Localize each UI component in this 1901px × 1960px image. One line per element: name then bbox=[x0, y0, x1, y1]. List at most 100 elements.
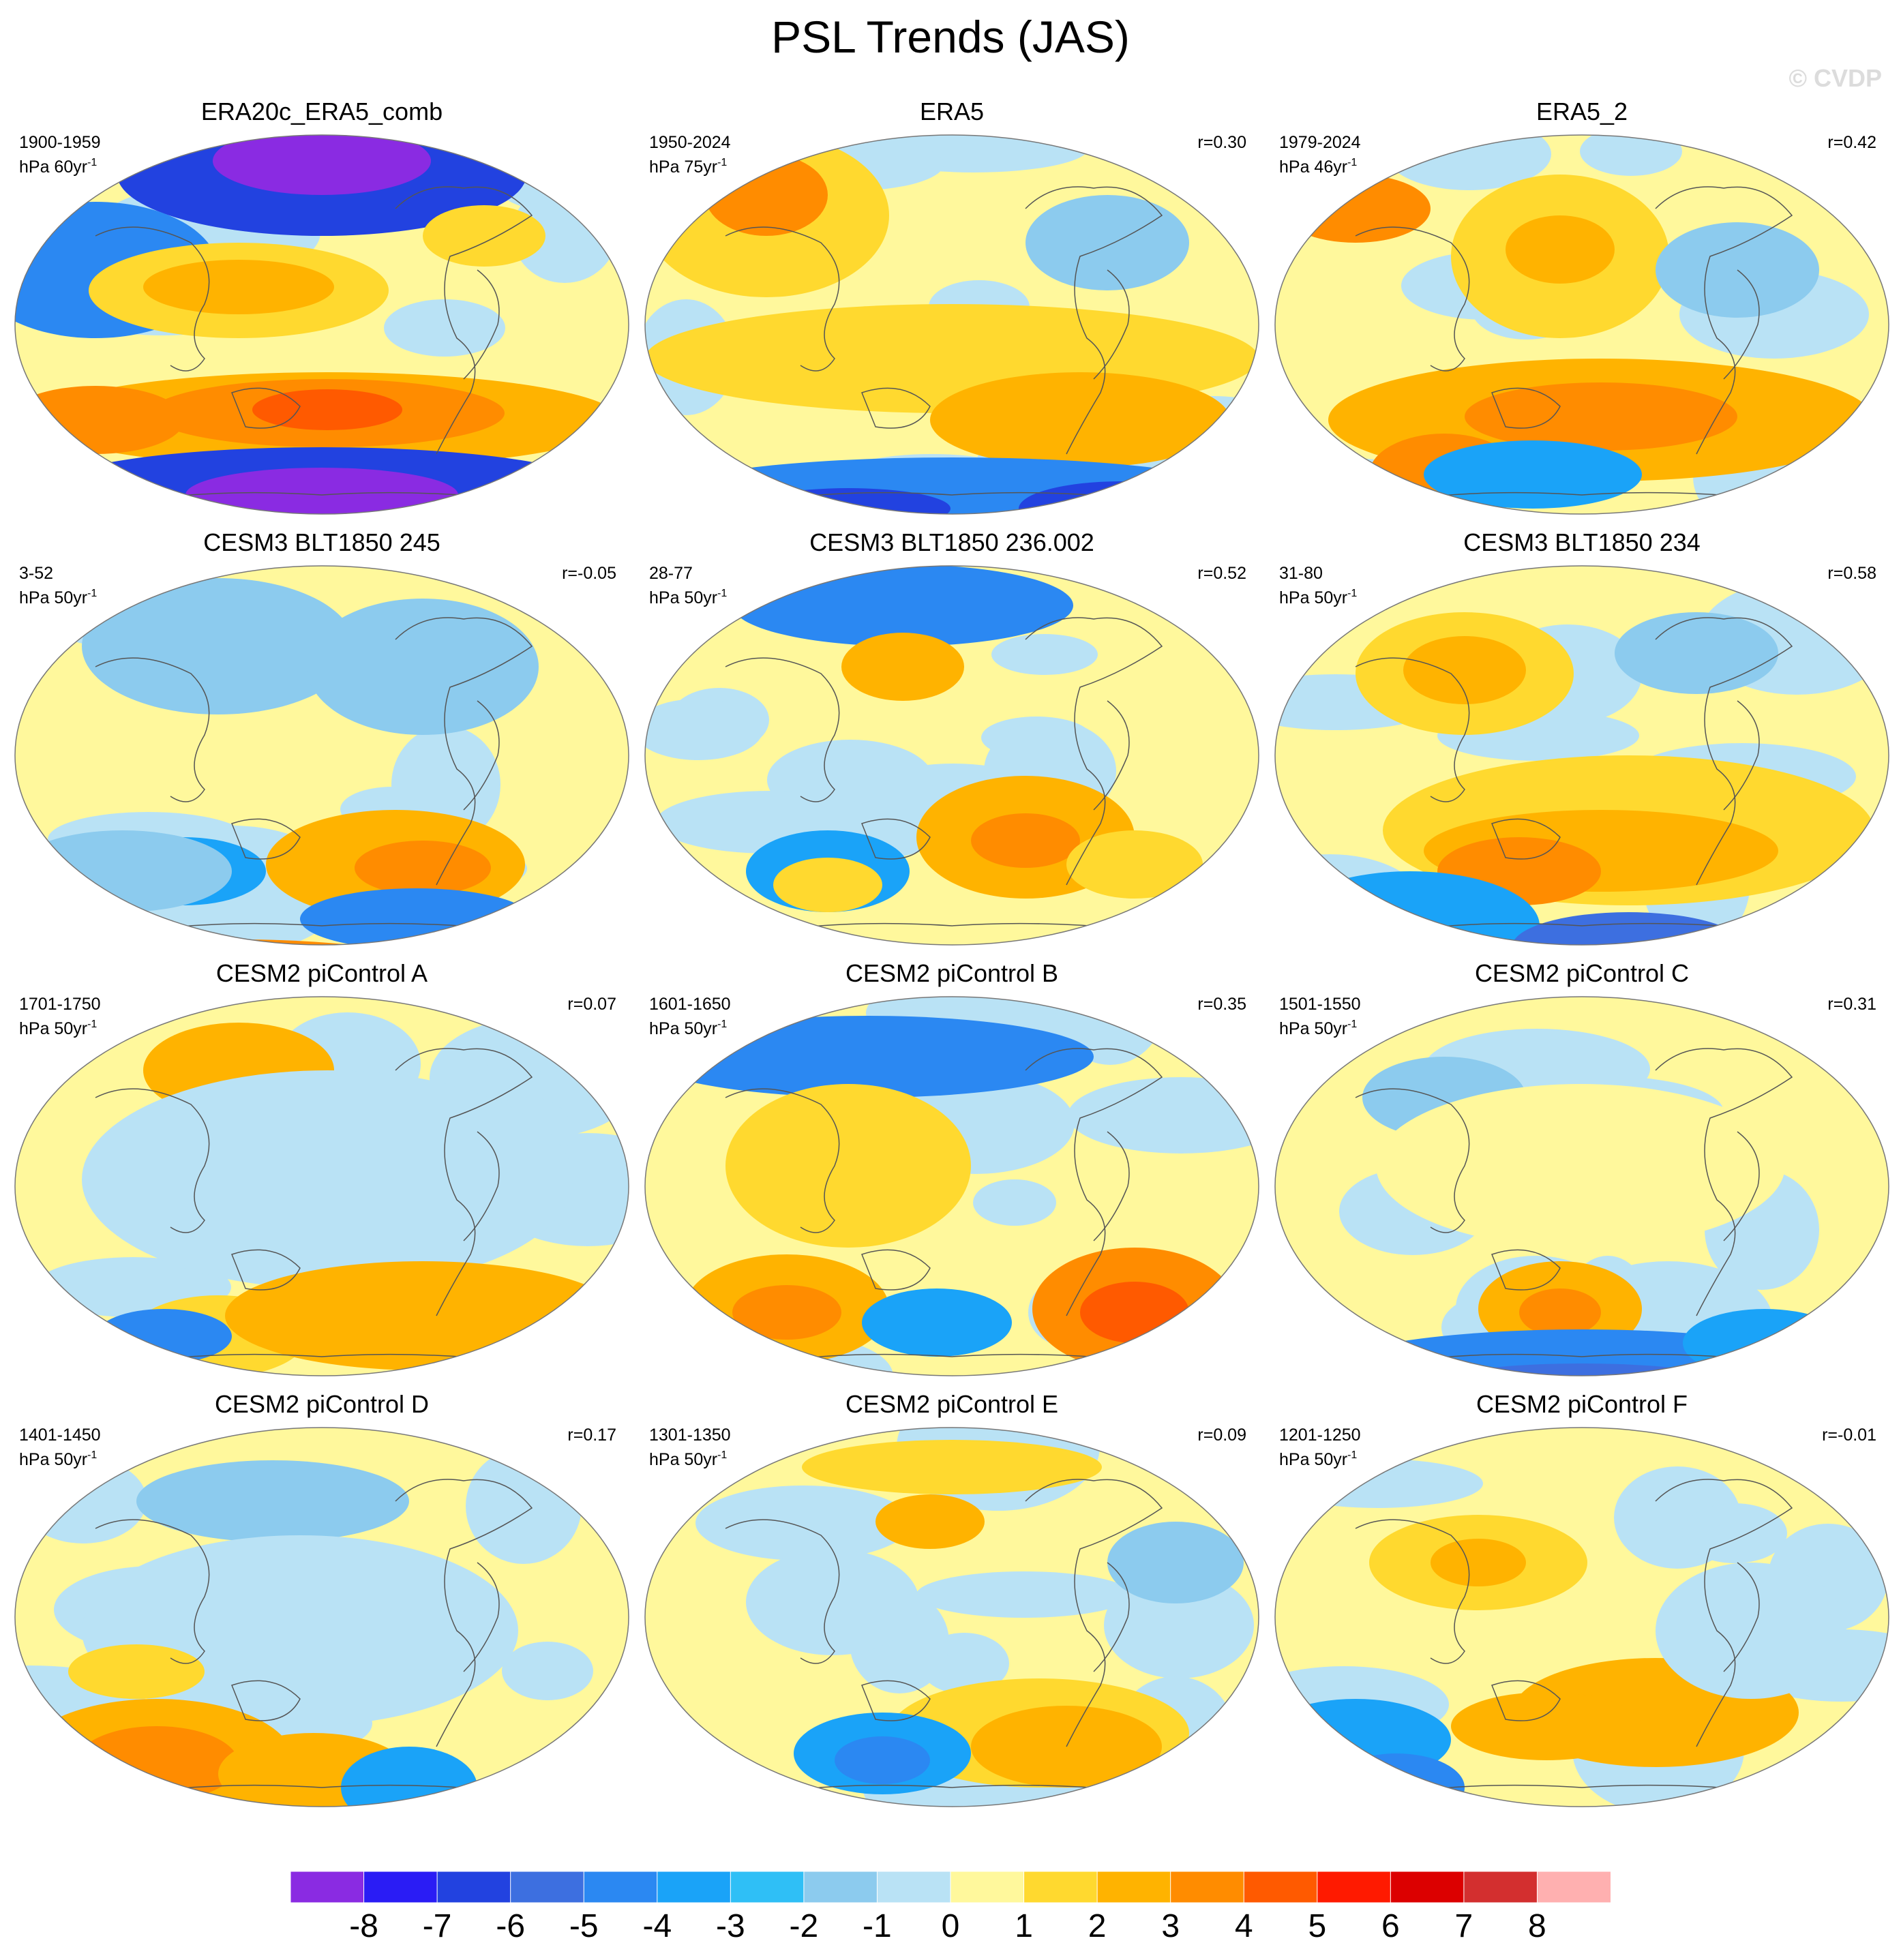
panel-units-text: hPa 50yr bbox=[1279, 1019, 1348, 1038]
coastlines bbox=[95, 1479, 533, 1795]
panel-period: 1301-1350 bbox=[649, 1426, 731, 1445]
colorbar-segment bbox=[950, 1871, 1025, 1903]
colorbar-segment bbox=[876, 1871, 951, 1903]
panel-title: ERA5 bbox=[919, 97, 985, 125]
panel-units-exponent: -1 bbox=[87, 1019, 98, 1030]
panel-units: hPa 50yr-1 bbox=[1279, 1445, 1357, 1470]
panel-correlation: r=0.30 bbox=[1197, 133, 1246, 152]
panel-correlation: r=0.31 bbox=[1827, 995, 1876, 1014]
panel-period: 28-77 bbox=[649, 564, 693, 583]
panel-units: hPa 50yr-1 bbox=[19, 1014, 97, 1039]
map-panel: CESM2 piControl B 1601-1650 hPa 50yr-1 r=0.… bbox=[637, 959, 1267, 1381]
psl-trend-map bbox=[1274, 565, 1889, 946]
panel-title: ERA20c_ERA5_comb bbox=[200, 97, 443, 125]
psl-trend-map bbox=[644, 996, 1259, 1376]
psl-trend-map bbox=[644, 565, 1259, 946]
panel-correlation: r=0.42 bbox=[1827, 133, 1876, 152]
colorbar-segment bbox=[1243, 1871, 1318, 1903]
panel-units-text: hPa 50yr bbox=[19, 1450, 88, 1469]
panel-units: hPa 60yr-1 bbox=[19, 153, 97, 177]
map-panel: CESM3 BLT1850 245 3-52 hPa 50yr-1 r=-0.05 bbox=[7, 528, 637, 950]
cvdp-watermark: © CVDP bbox=[1788, 64, 1882, 92]
colorbar-tick-label: -3 bbox=[715, 1908, 745, 1944]
panel-units-text: hPa 50yr bbox=[19, 1019, 88, 1038]
colorbar-tick-label: 1 bbox=[1015, 1908, 1033, 1944]
psl-trend-map bbox=[14, 134, 629, 515]
colorbar-segment bbox=[1170, 1871, 1245, 1903]
colorbar-tick-label: -6 bbox=[496, 1908, 526, 1944]
figure-title: PSL Trends (JAS) bbox=[771, 12, 1130, 62]
psl-trend-map bbox=[14, 565, 629, 946]
psl-trend-map bbox=[1274, 134, 1889, 515]
map-panel: ERA5 1950-2024 hPa 75yr-1 r=0.30 bbox=[637, 97, 1267, 519]
colorbar-tick-label: -4 bbox=[642, 1908, 672, 1944]
panel-units-text: hPa 50yr bbox=[649, 1450, 718, 1469]
colorbar-tick-label: 5 bbox=[1308, 1908, 1327, 1944]
panel-title: ERA5_2 bbox=[1536, 97, 1628, 125]
panel-title: CESM2 piControl B bbox=[845, 959, 1059, 987]
colorbar-segment bbox=[1536, 1871, 1611, 1903]
panel-correlation: r=0.09 bbox=[1197, 1426, 1246, 1445]
panel-units-text: hPa 50yr bbox=[19, 588, 88, 607]
psl-trend-map bbox=[644, 134, 1259, 515]
panel-units-text: hPa 75yr bbox=[649, 157, 718, 177]
colorbar-tick-label: -1 bbox=[863, 1908, 892, 1944]
panel-title: CESM2 piControl A bbox=[215, 959, 428, 987]
colorbar-tick-label: 7 bbox=[1454, 1908, 1473, 1944]
map-panel: CESM2 piControl A 1701-1750 hPa 50yr-1 r=0.… bbox=[7, 959, 637, 1381]
panel-units: hPa 50yr-1 bbox=[19, 1445, 97, 1470]
colorbar-segment bbox=[730, 1871, 805, 1903]
colorbar-tick-label: -5 bbox=[569, 1908, 599, 1944]
panel-period: 1979-2024 bbox=[1279, 133, 1361, 152]
panel-units-exponent: -1 bbox=[1347, 1449, 1358, 1461]
colorbar-tick-label: 0 bbox=[941, 1908, 960, 1944]
psl-trend-map bbox=[1274, 1427, 1889, 1807]
colorbar-segment bbox=[657, 1871, 732, 1903]
panel-correlation: r=0.52 bbox=[1197, 564, 1246, 583]
panel-title: CESM2 piControl F bbox=[1476, 1390, 1688, 1418]
colorbar-segment bbox=[803, 1871, 878, 1903]
panel-units-exponent: -1 bbox=[1347, 588, 1358, 599]
colorbar-tick-label: 8 bbox=[1528, 1908, 1546, 1944]
colorbar-labels: -8 -7 -6 -5 -4 -3 -2 -1 0 1 2 3 4 5 6 7 8 bbox=[290, 1906, 1611, 1947]
panel-units-exponent: -1 bbox=[87, 1449, 98, 1461]
panel-units-text: hPa 50yr bbox=[649, 1019, 718, 1038]
map-panel: CESM2 piControl F 1201-1250 hPa 50yr-1 r=-0… bbox=[1267, 1389, 1897, 1812]
panel-title: CESM2 piControl E bbox=[845, 1390, 1059, 1418]
panel-correlation: r=0.35 bbox=[1197, 995, 1246, 1014]
panel-units: hPa 50yr-1 bbox=[1279, 584, 1357, 608]
panel-units: hPa 50yr-1 bbox=[1279, 1014, 1357, 1039]
colorbar-segment bbox=[1096, 1871, 1171, 1903]
colorbar-segment bbox=[583, 1871, 658, 1903]
panel-units-exponent: -1 bbox=[717, 1449, 728, 1461]
map-panel: CESM2 piControl C 1501-1550 hPa 50yr-1 r=0.… bbox=[1267, 959, 1897, 1381]
panel-units-text: hPa 60yr bbox=[19, 157, 88, 177]
panel-period: 1950-2024 bbox=[649, 133, 731, 152]
panel-units-text: hPa 50yr bbox=[1279, 588, 1348, 607]
colorbar-segment bbox=[1463, 1871, 1538, 1903]
psl-trend-map bbox=[1274, 996, 1889, 1376]
colorbar-tick-label: -8 bbox=[349, 1908, 378, 1944]
colorbar-segment bbox=[1023, 1871, 1098, 1903]
panel-period: 31-80 bbox=[1279, 564, 1323, 583]
panel-units-exponent: -1 bbox=[717, 1019, 728, 1030]
map-panel: CESM3 BLT1850 234 31-80 hPa 50yr-1 r=0.58 bbox=[1267, 528, 1897, 950]
colorbar-segment bbox=[436, 1871, 511, 1903]
panel-period: 3-52 bbox=[19, 564, 54, 583]
panel-period: 1501-1550 bbox=[1279, 995, 1361, 1014]
panel-title: CESM2 piControl C bbox=[1474, 959, 1690, 987]
colorbar-tick-label: 6 bbox=[1381, 1908, 1400, 1944]
panel-period: 1701-1750 bbox=[19, 995, 101, 1014]
panel-title: CESM3 BLT1850 245 bbox=[203, 528, 440, 556]
panel-units-exponent: -1 bbox=[717, 588, 728, 599]
panel-units: hPa 46yr-1 bbox=[1279, 153, 1357, 177]
panel-correlation: r=-0.05 bbox=[562, 564, 616, 583]
map-panel: CESM2 piControl D 1401-1450 hPa 50yr-1 r=0.… bbox=[7, 1389, 637, 1812]
panel-units-exponent: -1 bbox=[87, 157, 98, 168]
panel-period: 1401-1450 bbox=[19, 1426, 101, 1445]
panel-units-exponent: -1 bbox=[717, 157, 728, 168]
colorbar-segment bbox=[290, 1871, 365, 1903]
panel-correlation: r=0.07 bbox=[567, 995, 616, 1014]
panel-title: CESM3 BLT1850 236.002 bbox=[809, 528, 1094, 556]
panel-title: CESM2 piControl D bbox=[214, 1390, 430, 1418]
